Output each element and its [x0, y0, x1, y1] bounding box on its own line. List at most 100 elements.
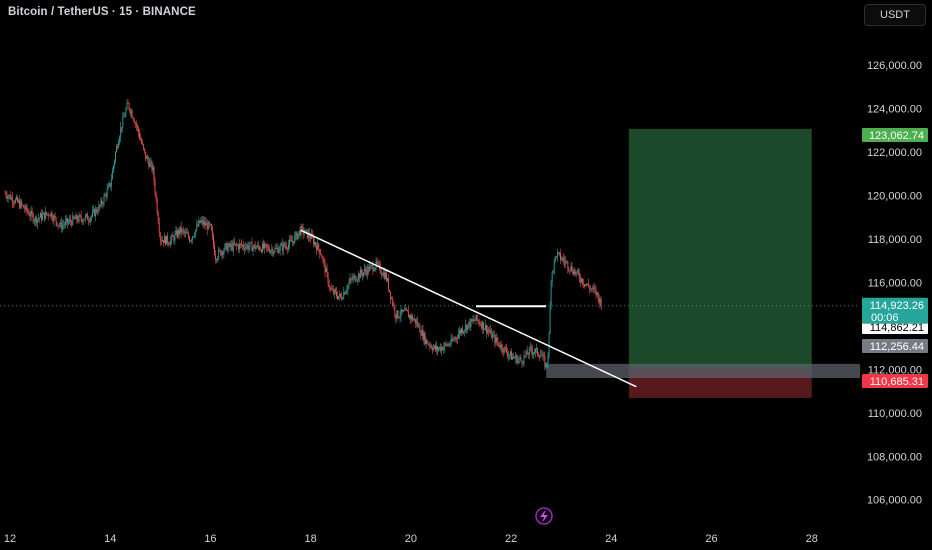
candle-body — [534, 352, 535, 353]
candle-body — [196, 224, 198, 230]
candle-body — [323, 258, 325, 262]
candle-body — [140, 138, 141, 140]
candle-body — [227, 246, 229, 252]
candle-body — [194, 235, 196, 237]
candle-body — [392, 298, 394, 306]
candle-body — [130, 111, 132, 114]
candle-body — [51, 212, 53, 219]
candle-body — [570, 266, 572, 271]
candle-body — [223, 250, 225, 255]
candle-body — [121, 127, 123, 129]
candle-body — [154, 181, 156, 194]
candle-body — [464, 330, 466, 332]
candle-body — [384, 272, 386, 279]
candle-body — [162, 240, 164, 243]
candle-body — [383, 272, 385, 279]
candle-body — [95, 209, 97, 217]
candle-body — [101, 200, 103, 205]
candle-body — [573, 270, 575, 275]
countdown-label: 00:06 — [871, 312, 899, 324]
candle-body — [204, 221, 206, 226]
candle-body — [17, 197, 18, 202]
take-profit-zone[interactable] — [628, 128, 812, 370]
candle-body — [329, 287, 331, 288]
candle-body — [242, 245, 244, 246]
candle-body — [439, 347, 441, 349]
candle-body — [85, 214, 87, 216]
candle-body — [361, 269, 362, 274]
candle-body — [586, 284, 588, 285]
candle-body — [398, 317, 400, 318]
y-tick-label: 126,000.00 — [867, 60, 922, 72]
candle-body — [576, 270, 578, 273]
currency-button[interactable]: USDT — [864, 4, 926, 26]
trend-line[interactable] — [300, 229, 637, 388]
candle-body — [181, 229, 183, 233]
candle-body — [469, 321, 471, 328]
candle-body — [521, 360, 523, 364]
candle-body — [129, 109, 131, 114]
candle-body — [344, 292, 346, 295]
candle-body — [93, 209, 95, 212]
candle-body — [395, 314, 397, 319]
candle-body — [574, 270, 576, 274]
candle-body — [590, 288, 592, 290]
x-tick-label: 14 — [104, 533, 116, 545]
candle-body — [104, 194, 106, 196]
candle-body — [59, 222, 61, 226]
candle-body — [519, 357, 521, 359]
candle-body — [400, 309, 402, 317]
candle-body — [374, 267, 376, 271]
candle-body — [157, 213, 159, 223]
candle-body — [9, 194, 11, 200]
candle-body — [316, 245, 318, 251]
candle-body — [234, 243, 236, 245]
candle-body — [14, 199, 16, 203]
lightning-icon[interactable] — [535, 507, 553, 525]
candle-body — [429, 345, 431, 347]
candle-body — [151, 161, 153, 171]
candle-body — [210, 224, 212, 231]
candle-body — [153, 167, 155, 182]
candle-body — [357, 273, 359, 280]
candle-body — [161, 240, 163, 242]
candle-body — [215, 254, 216, 260]
candle-body — [436, 346, 437, 350]
candle-body — [247, 244, 249, 250]
candle-body — [467, 324, 469, 331]
candle-body — [350, 278, 352, 280]
candle-body — [537, 348, 539, 355]
candle-body — [376, 260, 378, 265]
y-tick-label: 122,000.00 — [867, 147, 922, 159]
candle-body — [180, 226, 182, 233]
candle-body — [377, 263, 379, 265]
candle-body — [394, 305, 396, 315]
candle-body — [488, 330, 490, 332]
candle-body — [465, 324, 467, 331]
candle-body — [557, 252, 559, 253]
candle-body — [73, 215, 75, 219]
candle-body — [515, 355, 517, 359]
price-label: 112,256.44 — [870, 341, 924, 353]
candle-body — [192, 236, 194, 240]
current-price-badge — [862, 297, 928, 324]
candle-body — [512, 356, 514, 360]
candle-body — [431, 348, 433, 351]
support-zone[interactable] — [546, 363, 860, 378]
candle-body — [119, 136, 121, 143]
candle-body — [134, 122, 136, 124]
candle-body — [378, 263, 380, 265]
candle-body — [327, 273, 329, 285]
candle-body — [266, 244, 268, 247]
candle-body — [88, 220, 90, 222]
candle-body — [549, 305, 551, 334]
candle-body — [540, 354, 542, 358]
candle-body — [208, 222, 210, 225]
candle-body — [34, 217, 36, 222]
candle-body — [338, 296, 339, 299]
candle-body — [33, 221, 35, 222]
candle-body — [253, 244, 255, 248]
candle-body — [145, 151, 147, 159]
candle-body — [369, 265, 371, 272]
